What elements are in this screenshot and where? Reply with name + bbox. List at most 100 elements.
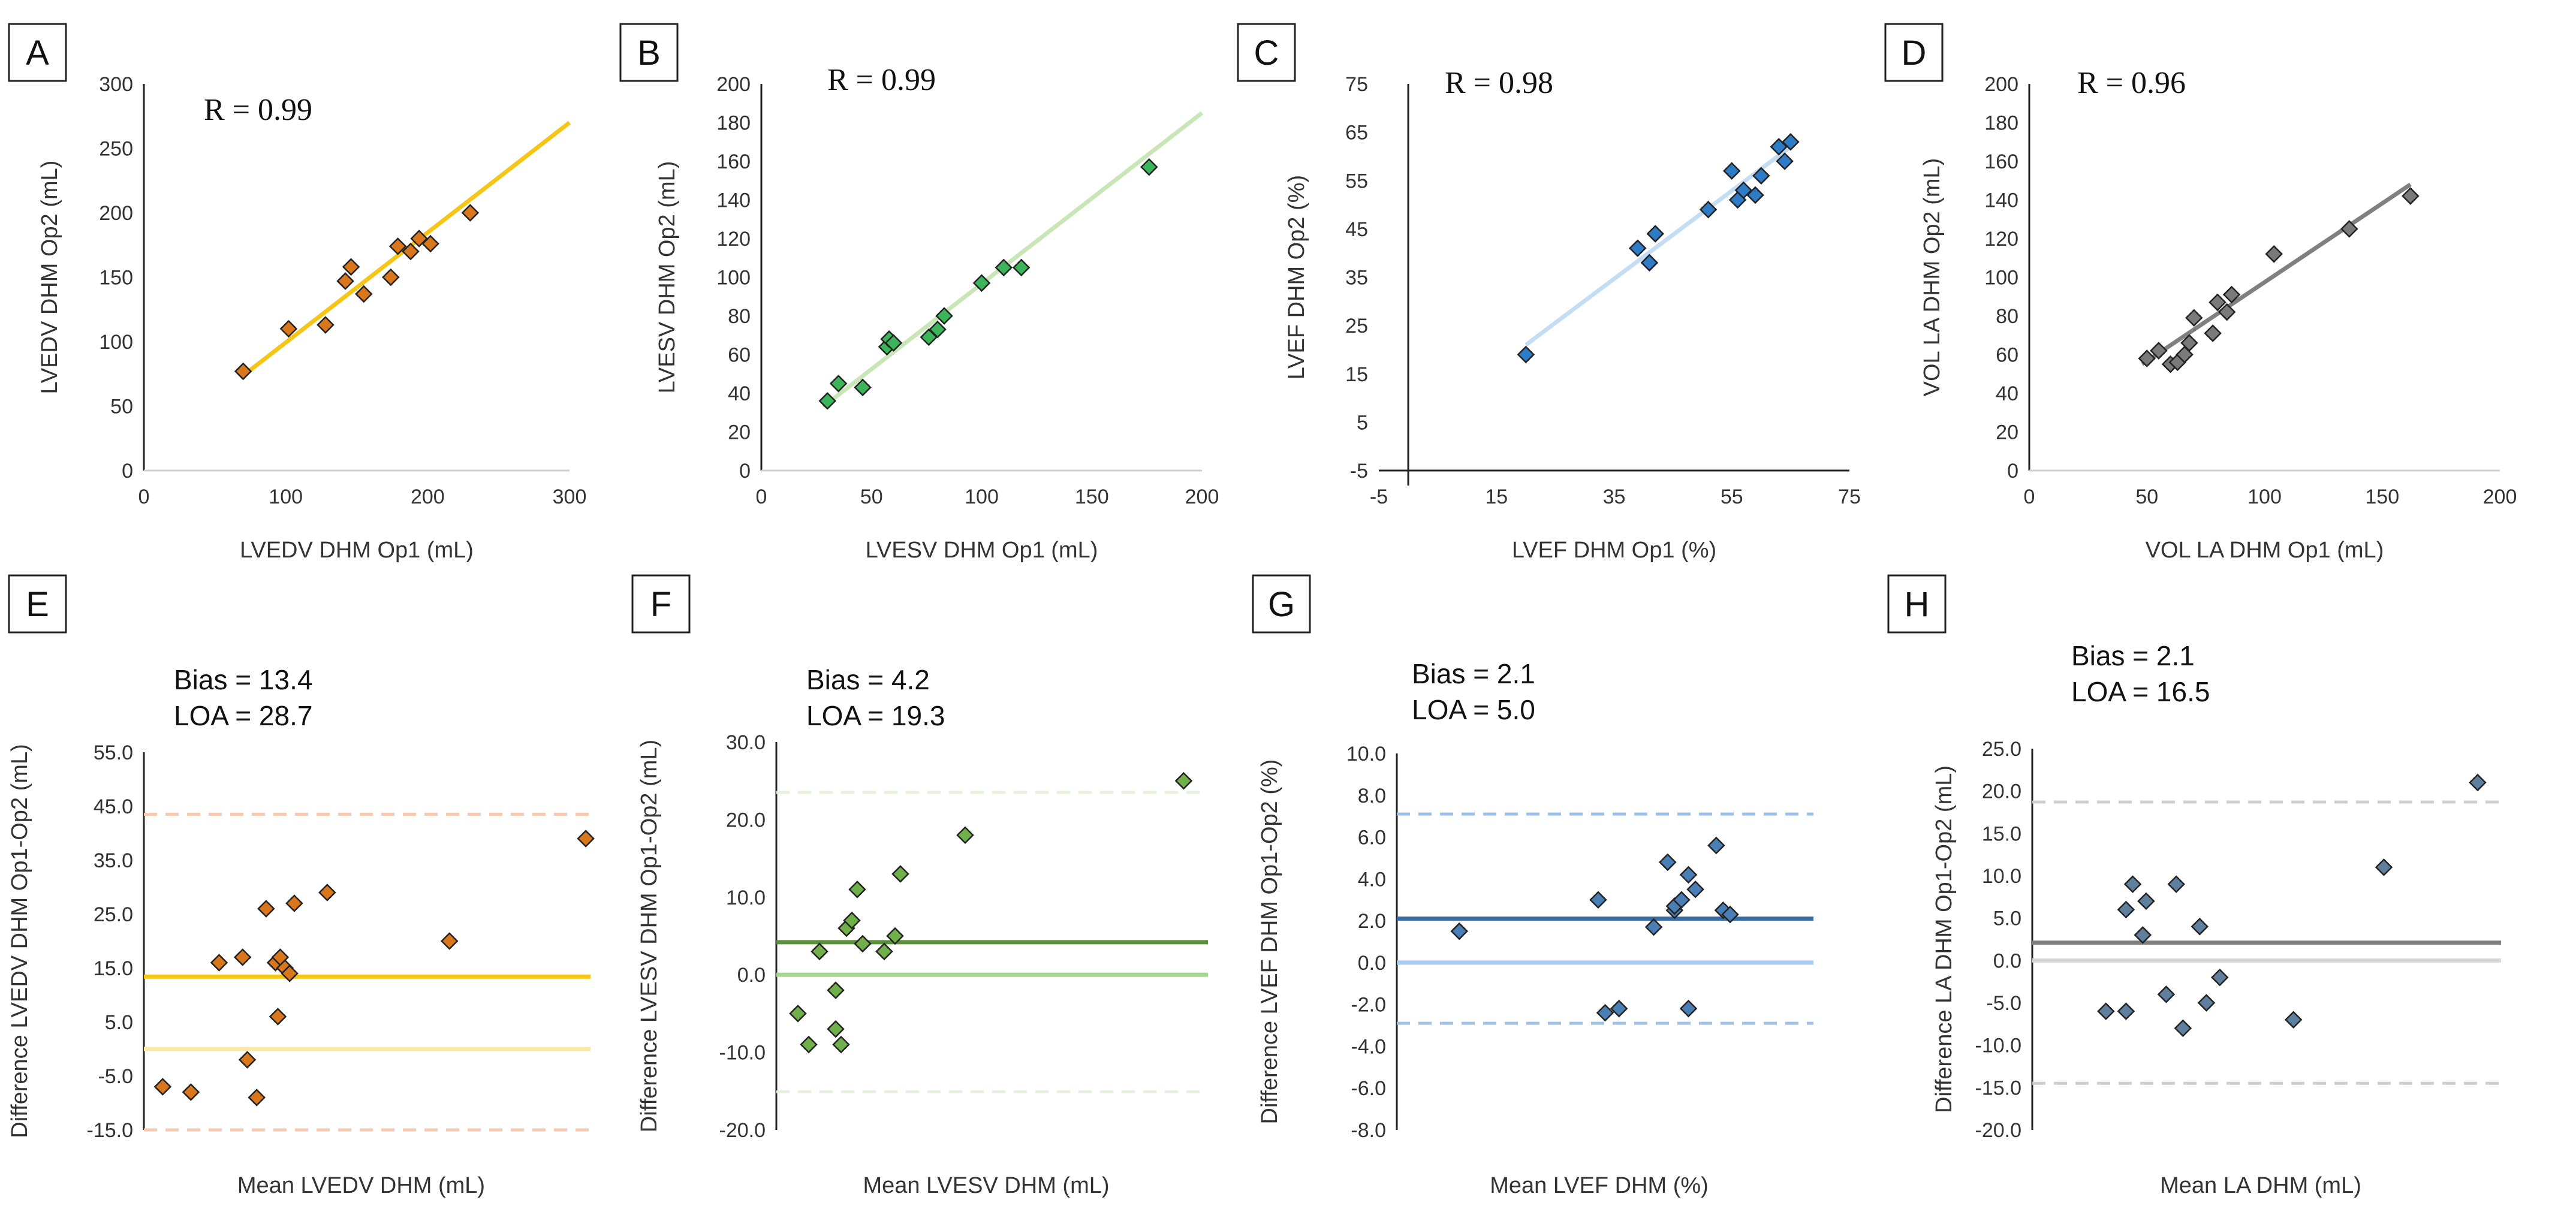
data-point [1596,1003,1614,1022]
y-tick-label: 200 [99,202,133,225]
y-tick-label: 65 [1345,122,1368,144]
data-point [800,1035,818,1054]
y-axis-label: Difference LA DHM Op1-Op2 (mL) [1932,765,1957,1113]
y-tick-label: -6.0 [1351,1077,1386,1100]
y-tick-label: 15.0 [94,957,133,980]
panel-label: B [637,34,661,73]
data-point [956,826,974,845]
panel-c: C -5 5 15 25 35 45 55 65 75 -5 15 35 55 75 R = 0.98 LVEF… [1237,23,1861,563]
y-tick-label: 200 [716,73,751,96]
y-tick-label: 250 [99,138,133,161]
bias-annotation: Bias = 13.4 [174,664,312,695]
y-tick-label: 25 [1345,315,1368,337]
y-tick-label: 0 [2007,460,2018,483]
x-tick-label: 200 [2483,486,2517,508]
y-tick-label: 40 [1996,382,2018,405]
y-axis-label: LVEF DHM Op2 (%) [1284,175,1309,379]
data-point [848,881,866,899]
data-point [2340,220,2358,238]
data-point [2211,968,2229,987]
y-tick-label: 40 [728,382,751,405]
x-tick-label: 150 [1075,486,1109,508]
x-tick-label: 150 [2365,486,2399,508]
data-point [1721,905,1739,924]
data-point [388,237,407,255]
panel-label-box [1252,574,1311,634]
data-point [2157,985,2176,1003]
y-tick-label: 35 [1345,267,1368,290]
y-tick-label: 15 [1345,363,1368,386]
y-tick-label: 200 [1984,73,2018,96]
y-tick-label: -10.0 [1975,1035,2022,1057]
data-point [1686,881,1704,899]
y-tick-label: 45 [1345,218,1368,241]
data-point [2185,309,2203,327]
panel-label: C [1254,34,1279,73]
y-tick-label: 120 [1984,228,2018,251]
y-tick-label: 160 [1984,150,2018,173]
y-tick-label: -5.0 [98,1065,133,1088]
y-tick-label: 15.0 [1982,822,2021,845]
data-point [342,258,360,276]
data-point [440,932,459,950]
correlation-annotation: R = 0.99 [204,93,312,127]
y-tick-label: 30.0 [726,731,766,754]
data-point [827,981,845,999]
y-tick-label: 45.0 [94,795,133,818]
y-tick-label: 0.0 [1993,949,2021,972]
x-axis-label: Mean LVEDV DHM (mL) [237,1173,485,1198]
loa-annotation: LOA = 19.3 [806,700,945,731]
x-tick-label: 200 [411,486,445,508]
panel-d: D 0 20 40 60 80 100 120 140 160 180 200 0 50 100 150 200… [1884,23,2517,563]
data-point [1699,200,1718,219]
data-point [421,234,439,253]
data-point [1450,922,1469,940]
data-point [269,1008,287,1026]
panel-b: B 0 20 40 60 80 100 120 140 160 180 200 0 50 100 150 200… [619,23,1219,563]
correlation-annotation: R = 0.99 [827,63,936,97]
data-point [2209,293,2226,312]
y-tick-label: 180 [716,112,751,135]
x-tick-label: 15 [1485,486,1508,508]
data-point [891,865,909,883]
data-point [1658,853,1677,872]
y-tick-label: -8.0 [1351,1119,1386,1142]
data-point [811,942,828,961]
data-point [2265,245,2283,263]
data-point [929,320,947,339]
data-point [886,927,904,945]
panel-label: D [1902,34,1927,73]
data-point [935,307,953,325]
x-axis-label: LVEF DHM Op1 (%) [1512,538,1716,563]
loa-annotation: LOA = 5.0 [1412,694,1535,725]
data-point [2134,926,2152,944]
y-tick-label: 20.0 [1982,780,2021,803]
panel-label-box [1884,23,1944,82]
y-tick-label: 20 [1996,421,2018,444]
x-tick-label: 75 [1838,486,1861,508]
y-tick-label: 50 [110,396,133,418]
y-tick-label: 55 [1345,170,1368,192]
x-tick-label: 100 [269,486,303,508]
y-tick-label: 4.0 [1358,868,1386,891]
data-point [279,319,298,338]
y-axis-label: VOL LA DHM Op2 (mL) [1920,158,1945,397]
data-point [2191,918,2209,936]
data-point [818,392,837,410]
y-tick-label: 5 [1357,411,1368,434]
data-point [2204,324,2222,342]
data-point [317,316,335,334]
y-tick-label: 180 [1984,112,2018,135]
x-tick-label: 100 [965,486,999,508]
loa-annotation: LOA = 28.7 [174,700,312,731]
data-point [318,884,336,902]
data-point [1673,891,1691,909]
y-tick-label: 35.0 [94,849,133,872]
y-tick-label: 0.0 [1358,952,1386,975]
x-axis-label: Mean LVEF DHM (%) [1490,1173,1709,1198]
y-tick-label: 60 [728,344,751,367]
y-tick-label: 160 [716,150,751,173]
x-tick-label: 0 [756,486,767,508]
y-tick-label: 10.0 [1346,743,1386,765]
y-tick-label: 25.0 [94,903,133,926]
